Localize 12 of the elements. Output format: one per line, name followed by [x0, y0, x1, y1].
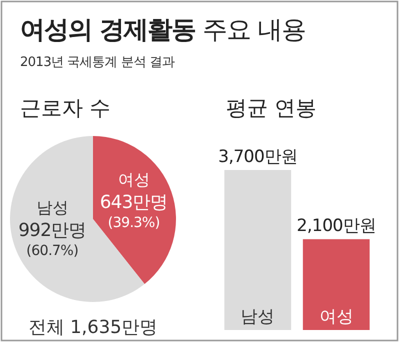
data-label: 2,100만원: [296, 216, 376, 236]
data-label: 3,700만원: [218, 147, 298, 167]
text: 여성의 경제활동 주요 내용: [20, 15, 306, 44]
slice-label: 여성: [118, 170, 150, 189]
data-label: 992만명 (60.7%): [18, 220, 86, 260]
data-label: 643만명 (39.3%): [100, 192, 168, 231]
pie-slice: [93, 136, 176, 284]
text: 전체 1,635만명: [28, 317, 158, 338]
slice-label: 남성: [36, 198, 68, 218]
chart-title: 근로자 수: [20, 96, 111, 120]
chart-title: 평균 연봉: [226, 96, 317, 120]
text: 2013년 국세통계 분석 결과: [20, 55, 175, 70]
